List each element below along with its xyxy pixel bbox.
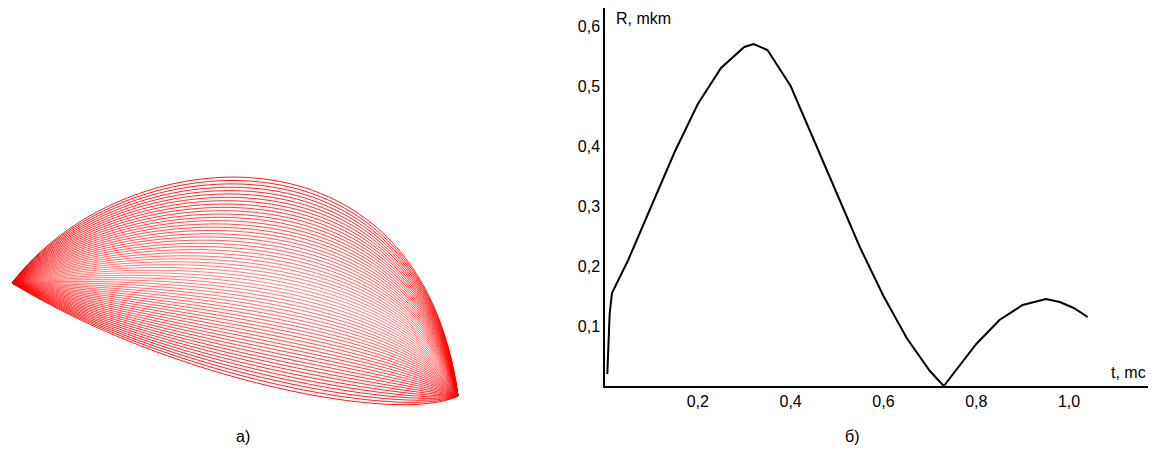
svg-text:0,3: 0,3 <box>578 198 600 215</box>
svg-text:0,6: 0,6 <box>872 393 894 410</box>
svg-text:0,1: 0,1 <box>578 318 600 335</box>
svg-text:0,6: 0,6 <box>578 18 600 35</box>
svg-text:R, mkm: R, mkm <box>616 10 671 27</box>
svg-text:1,0: 1,0 <box>1058 393 1080 410</box>
svg-text:0,8: 0,8 <box>965 393 987 410</box>
svg-text:0,2: 0,2 <box>578 258 600 275</box>
html-text:б): б) <box>845 428 860 445</box>
svg-text:0,4: 0,4 <box>780 393 802 410</box>
svg-text:0,2: 0,2 <box>687 393 709 410</box>
svg-text:t, mc: t, mc <box>1111 364 1146 381</box>
svg-text:0,4: 0,4 <box>578 138 600 155</box>
svg-text:0,5: 0,5 <box>578 78 600 95</box>
html-text:а): а) <box>236 428 251 445</box>
